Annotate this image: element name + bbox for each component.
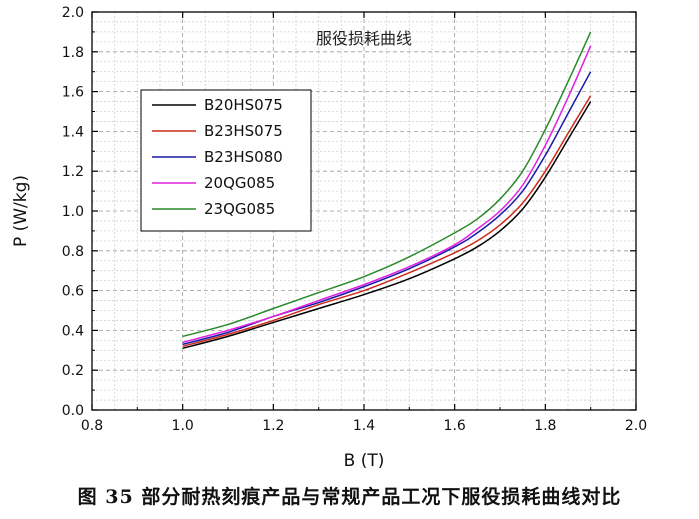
y-tick-label: 1.0 xyxy=(62,204,84,220)
x-tick-label: 1.8 xyxy=(534,418,556,434)
legend-box xyxy=(140,89,312,232)
y-tick-label: 1.2 xyxy=(62,164,84,180)
x-tick-label: 1.4 xyxy=(353,418,375,434)
series-line-20qg085 xyxy=(182,45,592,344)
legend-label: 20QG085 xyxy=(204,174,275,192)
y-tick-label: 0.4 xyxy=(62,323,84,339)
x-tick-label: 1.6 xyxy=(444,418,466,434)
legend-label: 23QG085 xyxy=(204,200,275,218)
series-line-b23hs075 xyxy=(182,95,592,348)
figure-caption: 图 35 部分耐热刻痕产品与常规产品工况下服役损耗曲线对比 xyxy=(77,486,622,508)
y-tick-label: 0.2 xyxy=(62,363,84,379)
x-tick-label: 2.0 xyxy=(625,418,647,434)
y-tick-label: 1.4 xyxy=(62,124,84,140)
y-tick-label: 0.8 xyxy=(62,244,84,260)
chart-title: 服役损耗曲线 xyxy=(316,29,412,48)
axis-ticks: 0.8 1.0 1.2 1.4 1.6 1.8 2.0 0.0 0.2 0.4 0.6 0.8 1.0 1… xyxy=(62,5,647,434)
y-tick-label: 1.6 xyxy=(62,85,84,101)
y-axis-label: P (W/kg) xyxy=(11,175,31,247)
x-axis-label: B (T) xyxy=(344,451,385,471)
y-tick-label: 2.0 xyxy=(62,5,84,21)
series-line-23qg085 xyxy=(182,31,592,338)
y-tick-label: 1.8 xyxy=(62,45,84,61)
x-tick-label: 1.2 xyxy=(262,418,284,434)
legend-label: B20HS075 xyxy=(204,96,283,114)
x-tick-label: 0.8 xyxy=(81,418,103,434)
series-lines xyxy=(182,31,592,350)
legend-label: B23HS075 xyxy=(204,122,283,140)
series-line-b20hs075 xyxy=(182,101,592,350)
grid xyxy=(91,11,637,411)
legend-label: B23HS080 xyxy=(204,148,283,166)
chart: 0.8 1.0 1.2 1.4 1.6 1.8 2.0 0.0 0.2 0.4 0.6 0.8 1.0 1… xyxy=(11,5,647,471)
x-tick-label: 1.0 xyxy=(172,418,194,434)
y-tick-label: 0.6 xyxy=(62,284,84,300)
legend: B20HS075 B23HS075 B23HS080 20QG085 23QG085 xyxy=(140,89,312,232)
y-tick-label: 0.0 xyxy=(62,403,84,419)
